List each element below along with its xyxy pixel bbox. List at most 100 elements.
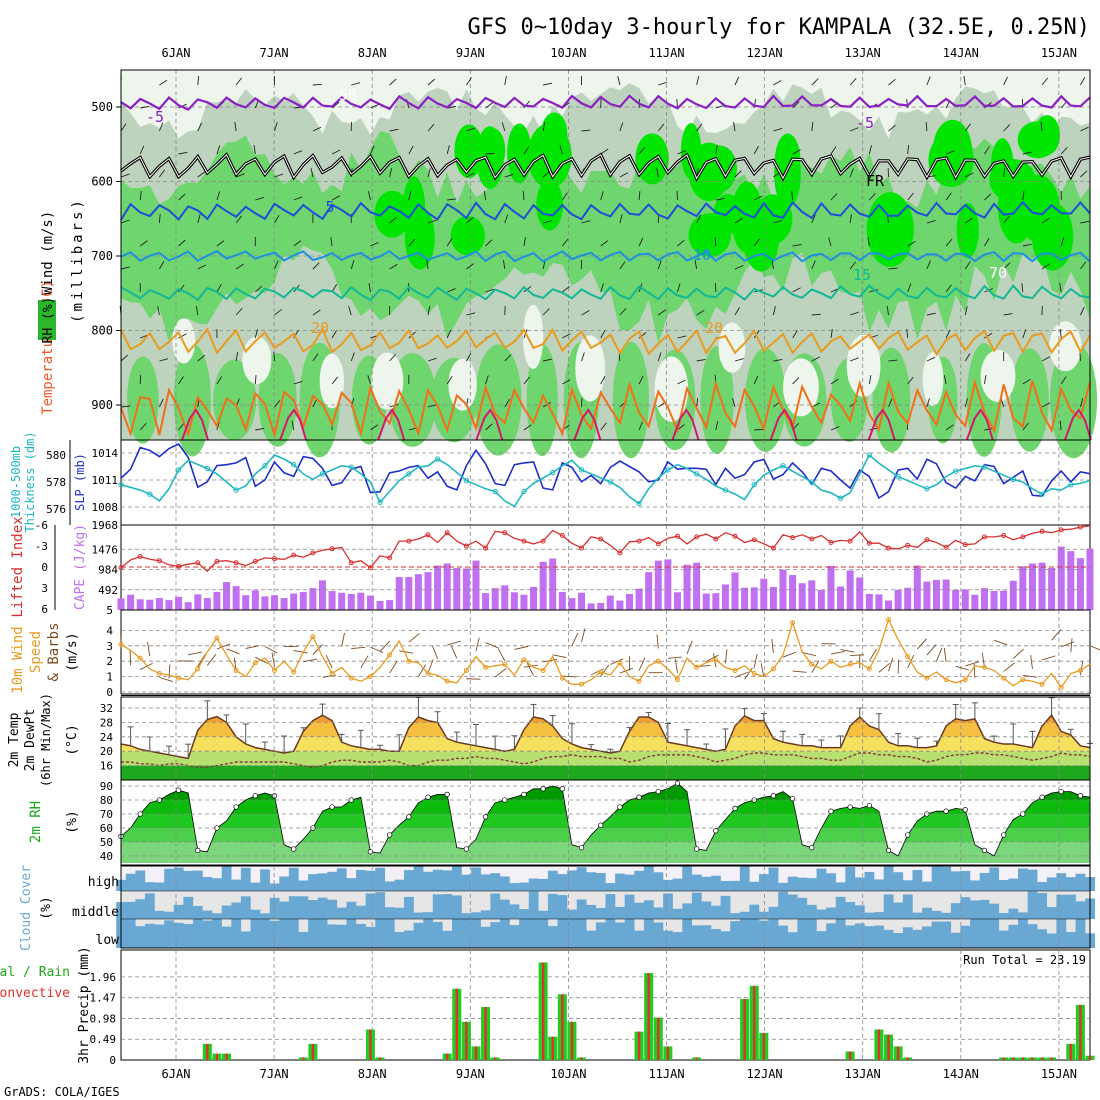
rh2m-marker bbox=[598, 822, 604, 828]
bottom-day-label: 9JAN bbox=[456, 1067, 485, 1081]
wind-barb bbox=[1080, 170, 1088, 178]
wind-barb bbox=[447, 198, 457, 201]
temp-ylabel: 2m Temp 2m DewPt (6hr Min/Max) (°C) bbox=[7, 693, 80, 787]
cloud-bar bbox=[912, 912, 923, 919]
wind-barb bbox=[291, 421, 295, 431]
cloud-bar bbox=[528, 919, 539, 948]
wind10m-barb bbox=[943, 647, 947, 662]
cloud-bar bbox=[144, 882, 155, 891]
wind-barb bbox=[255, 196, 265, 201]
cloud-bar bbox=[739, 919, 750, 948]
wind-barb bbox=[157, 306, 160, 316]
thickness-marker bbox=[233, 487, 239, 493]
wind-barb bbox=[811, 122, 814, 132]
slp-tick-label: 1014 bbox=[92, 447, 119, 460]
thickness-marker bbox=[175, 467, 182, 473]
cape-bar bbox=[645, 572, 653, 610]
wind-barb bbox=[715, 421, 719, 431]
cape-bar bbox=[434, 565, 442, 610]
rh-pale-hole bbox=[1049, 321, 1082, 372]
cloud-bar bbox=[797, 897, 808, 919]
thickness-marker bbox=[722, 487, 729, 493]
cloud-bar bbox=[893, 872, 904, 891]
rh2m-marker bbox=[828, 808, 834, 814]
cape-bar bbox=[510, 592, 518, 610]
wind-barb bbox=[869, 289, 879, 293]
cape-bar bbox=[558, 591, 566, 610]
cape-bar bbox=[520, 594, 528, 610]
wind-barb bbox=[600, 191, 604, 201]
wind10m-barb bbox=[129, 651, 132, 666]
cloud-bar bbox=[653, 907, 664, 919]
wind-barb bbox=[485, 423, 493, 431]
cloud-bar bbox=[1037, 929, 1048, 948]
cape-bar bbox=[462, 568, 470, 610]
cape-bar bbox=[760, 578, 768, 610]
wind-barb bbox=[965, 217, 974, 224]
wind-barb bbox=[542, 170, 551, 178]
wind-barb bbox=[331, 330, 338, 339]
slp-tick-label: 1011 bbox=[92, 474, 119, 487]
cloud-bar bbox=[202, 920, 213, 948]
wind10m-barb bbox=[638, 657, 646, 671]
wind10m-barb bbox=[312, 644, 324, 655]
rh2m-tick-label: 90 bbox=[100, 780, 113, 793]
wind10m-barb bbox=[526, 662, 534, 676]
thickness-line bbox=[120, 453, 1091, 508]
cape-bar bbox=[952, 589, 960, 610]
cape-ylabel-text: CAPE (J/kg) bbox=[73, 524, 88, 610]
cloud-bar bbox=[519, 909, 529, 919]
cloud-bar bbox=[269, 920, 280, 948]
lifted-marker bbox=[713, 536, 719, 542]
cloud-bar bbox=[711, 875, 721, 891]
wind10m-barb bbox=[792, 670, 807, 673]
wind10m-barb bbox=[139, 662, 153, 670]
wind-barb bbox=[522, 190, 525, 201]
rh2m-band bbox=[121, 842, 1090, 863]
cloud-bar bbox=[989, 919, 1000, 948]
top-day-label: 6JAN bbox=[162, 46, 191, 60]
thickness-marker bbox=[1068, 482, 1074, 488]
cape-bar bbox=[942, 579, 950, 610]
wind-barb bbox=[1041, 263, 1050, 270]
lifted-marker bbox=[329, 546, 335, 552]
cloud-bar bbox=[375, 919, 386, 948]
wind-barb bbox=[504, 399, 510, 408]
cloud-bar bbox=[423, 871, 434, 891]
wind-barb bbox=[502, 260, 506, 270]
wind10m-marker bbox=[233, 667, 239, 673]
thickness-tick-label: 576 bbox=[46, 503, 66, 516]
wind-barb bbox=[926, 398, 930, 408]
thickness-marker bbox=[952, 468, 959, 474]
wind-barb bbox=[197, 122, 203, 132]
cloud-bar bbox=[404, 896, 414, 919]
cape-bar bbox=[673, 592, 681, 610]
temperature-contour-25plus bbox=[867, 408, 896, 441]
rh2m-marker bbox=[866, 802, 872, 809]
cloud-bar bbox=[144, 893, 155, 919]
bottom-day-label: 7JAN bbox=[260, 1067, 289, 1081]
cloud-bar bbox=[960, 870, 971, 891]
rh2m-tick-label: 80 bbox=[100, 794, 113, 807]
wind10m-marker bbox=[118, 641, 124, 647]
cloud-bar bbox=[317, 897, 328, 919]
top-day-label: 15JAN bbox=[1041, 46, 1077, 60]
cape-bar bbox=[961, 589, 969, 610]
rh-lower-lobe bbox=[474, 344, 522, 456]
cloud-bar bbox=[269, 883, 280, 891]
wind-barb bbox=[849, 214, 852, 224]
wind10m-barb bbox=[965, 661, 979, 667]
cape-bar bbox=[366, 595, 374, 610]
wind-barb bbox=[945, 284, 952, 293]
wind-barb bbox=[773, 80, 782, 86]
rh2m-band bbox=[121, 828, 1090, 842]
wind10m-barb bbox=[303, 658, 318, 663]
cloud-bar bbox=[835, 882, 846, 891]
cloud-bar bbox=[1027, 869, 1038, 891]
bottom-day-label: 12JAN bbox=[747, 1067, 783, 1081]
lifted-tick-label: 6 bbox=[41, 603, 48, 616]
wind10m-marker bbox=[329, 671, 335, 677]
wind-barb bbox=[159, 358, 169, 362]
temperature-contour bbox=[120, 378, 1091, 439]
wind-barb bbox=[926, 356, 936, 362]
